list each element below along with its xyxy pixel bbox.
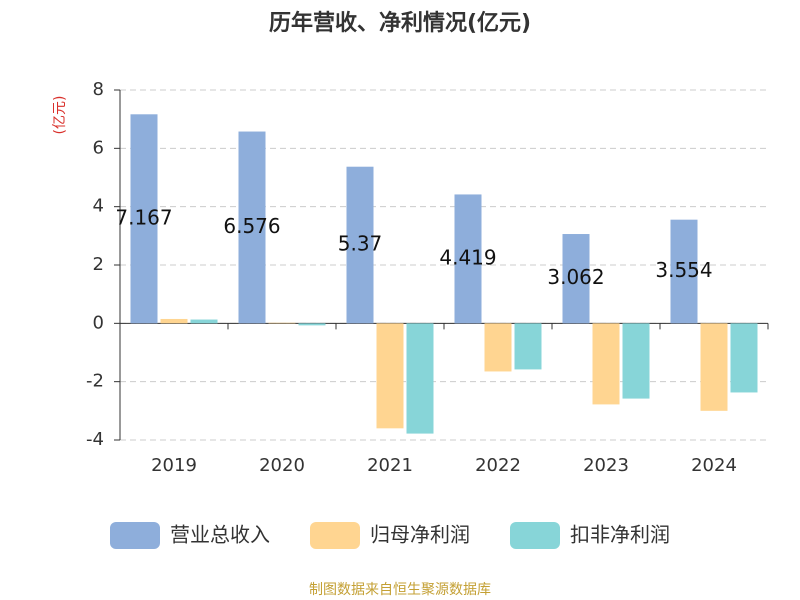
bar	[700, 323, 728, 411]
chart-title: 历年营收、净利情况(亿元)	[269, 10, 531, 36]
bar	[190, 319, 218, 324]
source-note: 制图数据来自恒生聚源数据库	[309, 582, 491, 598]
bar	[268, 322, 296, 324]
y-tick-label: 0	[93, 312, 104, 333]
bar	[160, 318, 188, 324]
data-label: 3.554	[655, 258, 712, 282]
x-tick-label: 2021	[367, 455, 413, 476]
bar	[406, 323, 434, 434]
bar	[130, 114, 158, 324]
bar	[670, 219, 698, 324]
y-tick-label: -4	[86, 429, 104, 450]
bar	[562, 234, 590, 324]
bar	[298, 323, 326, 326]
y-tick-label: 4	[93, 196, 104, 217]
bar	[622, 323, 650, 399]
x-tick-label: 2024	[691, 455, 737, 476]
bar	[730, 323, 758, 393]
bar	[454, 194, 482, 324]
x-tick-label: 2020	[259, 455, 305, 476]
data-label: 5.37	[338, 232, 383, 256]
legend-swatch	[310, 522, 360, 549]
legend-label: 归母净利润	[370, 523, 470, 547]
x-tick-label: 2023	[583, 455, 629, 476]
legend-swatch	[510, 522, 560, 549]
y-tick-label: 6	[93, 137, 104, 158]
data-label: 4.419	[439, 245, 496, 269]
data-label: 7.167	[115, 205, 172, 229]
legend-swatch	[110, 522, 160, 549]
x-tick-label: 2019	[151, 455, 197, 476]
y-tick-label: -2	[86, 371, 104, 392]
bar	[592, 323, 620, 405]
bar	[376, 323, 404, 429]
data-label: 6.576	[223, 214, 280, 238]
x-tick-label: 2022	[475, 455, 521, 476]
legend-label: 营业总收入	[170, 523, 270, 547]
legend-label: 扣非净利润	[570, 523, 670, 547]
data-label: 3.062	[547, 265, 604, 289]
y-tick-label: 8	[93, 79, 104, 100]
bar	[514, 323, 542, 370]
y-axis-label: (亿元)	[52, 96, 68, 135]
bar	[346, 166, 374, 324]
bar	[238, 131, 266, 324]
y-tick-label: 2	[93, 254, 104, 275]
bar	[484, 323, 512, 372]
